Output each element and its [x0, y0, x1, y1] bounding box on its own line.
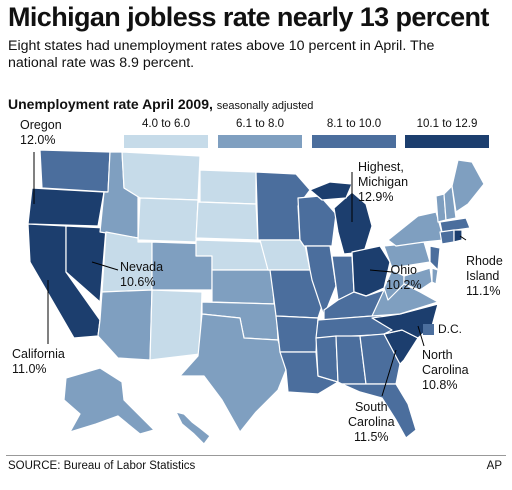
legend-label-4: 10.1 to 12.9	[416, 118, 478, 130]
state-florida	[341, 383, 417, 439]
callout-south-carolina: South Carolina 11.5%	[348, 400, 395, 445]
callout-south-carolina-name2: Carolina	[348, 415, 395, 429]
callout-south-carolina-value: 11.5%	[354, 430, 389, 444]
legend-swatch-1	[124, 135, 208, 148]
state-north-dakota	[199, 169, 257, 205]
callout-nevada-name: Nevada	[120, 260, 164, 274]
callout-ohio-name: Ohio	[390, 263, 417, 277]
state-louisiana	[279, 351, 339, 395]
legend-item-4: 10.1 to 12.9	[405, 118, 489, 148]
callout-rhode-island-name: Rhode	[466, 254, 503, 268]
state-new-jersey	[429, 245, 441, 271]
callout-north-carolina-name: North	[422, 348, 453, 362]
state-maryland	[403, 267, 433, 291]
state-michigan-up	[309, 181, 353, 201]
state-arkansas	[275, 315, 319, 353]
footer-rule	[6, 455, 506, 456]
callout-north-carolina: North Carolina 10.8%	[422, 348, 469, 393]
state-connecticut	[439, 229, 455, 245]
callout-rhode-island-value: 11.1%	[466, 284, 501, 298]
state-massachusetts	[439, 217, 471, 233]
legend-swatch-2	[218, 135, 302, 148]
leader-rhode-island	[459, 235, 467, 241]
callout-north-carolina-name2: Carolina	[422, 363, 469, 377]
map-title: Unemployment rate April 2009, seasonally…	[8, 96, 313, 112]
legend-label-1: 4.0 to 6.0	[142, 118, 190, 130]
callout-michigan-name2: Michigan	[358, 175, 409, 189]
state-wisconsin	[297, 195, 337, 247]
leader-north-carolina	[417, 325, 425, 347]
credit: AP	[486, 460, 502, 472]
subtitle: Eight states had unemployment rates abov…	[8, 38, 435, 71]
callout-north-carolina-value: 10.8%	[422, 378, 458, 392]
legend: 4.0 to 6.0 6.1 to 8.0 8.1 to 10.0 10.1 t…	[124, 118, 489, 154]
callout-oregon-value: 12.0%	[20, 133, 56, 147]
callout-rhode-island: Rhode Island 11.1%	[466, 254, 503, 299]
state-kansas	[211, 269, 275, 305]
callout-rhode-island-name2: Island	[466, 269, 500, 283]
state-michigan	[333, 191, 373, 255]
legend-swatch-3	[312, 135, 396, 148]
callout-california-value: 11.0%	[12, 362, 47, 376]
state-rhode-island	[453, 229, 463, 243]
legend-swatch-4	[405, 135, 489, 148]
callout-ohio-value: 10.2%	[386, 278, 422, 292]
state-new-york	[387, 211, 445, 247]
legend-item-3: 8.1 to 10.0	[312, 118, 396, 148]
map-title-main: Unemployment rate April 2009,	[8, 96, 213, 112]
state-montana	[121, 151, 201, 201]
state-mississippi	[315, 335, 339, 383]
map-title-note: seasonally adjusted	[216, 100, 314, 112]
legend-item-1: 4.0 to 6.0	[124, 118, 208, 148]
callout-oregon: Oregon 12.0%	[20, 118, 62, 148]
state-hawaii	[175, 411, 211, 445]
callout-michigan-name: Highest,	[358, 160, 404, 174]
callout-south-carolina-name: South	[354, 400, 388, 414]
leader-south-carolina	[381, 349, 397, 397]
state-oregon	[27, 187, 105, 227]
state-wyoming	[137, 197, 199, 243]
callout-ohio: Ohio 10.2%	[386, 263, 421, 293]
callout-california: California 11.0%	[12, 347, 65, 377]
callout-nevada-value: 10.6%	[120, 275, 156, 289]
state-delaware	[431, 267, 439, 285]
source: SOURCE: Bureau of Labor Statistics	[8, 460, 196, 472]
legend-item-2: 6.1 to 8.0	[218, 118, 302, 148]
state-alaska	[63, 367, 155, 435]
state-arizona	[97, 289, 153, 361]
callout-oregon-name: Oregon	[20, 118, 62, 132]
callout-nevada: Nevada 10.6%	[120, 260, 163, 290]
callout-michigan-value: 12.9%	[358, 190, 394, 204]
state-maine	[451, 159, 485, 213]
state-nevada	[65, 225, 107, 303]
state-north-carolina	[371, 303, 439, 339]
dc-swatch	[423, 324, 434, 335]
headline: Michigan jobless rate nearly 13 percent	[8, 2, 489, 32]
callout-california-name: California	[12, 347, 65, 361]
callout-michigan: Highest, Michigan 12.9%	[358, 160, 408, 205]
state-washington	[39, 149, 111, 193]
legend-label-3: 8.1 to 10.0	[326, 118, 382, 130]
dc-label: D.C.	[438, 322, 462, 336]
legend-label-2: 6.1 to 8.0	[236, 118, 284, 130]
state-new-mexico	[149, 289, 203, 361]
leader-ohio	[369, 269, 393, 273]
leader-nevada	[91, 261, 119, 271]
state-south-dakota	[195, 201, 259, 241]
state-texas	[179, 313, 287, 433]
